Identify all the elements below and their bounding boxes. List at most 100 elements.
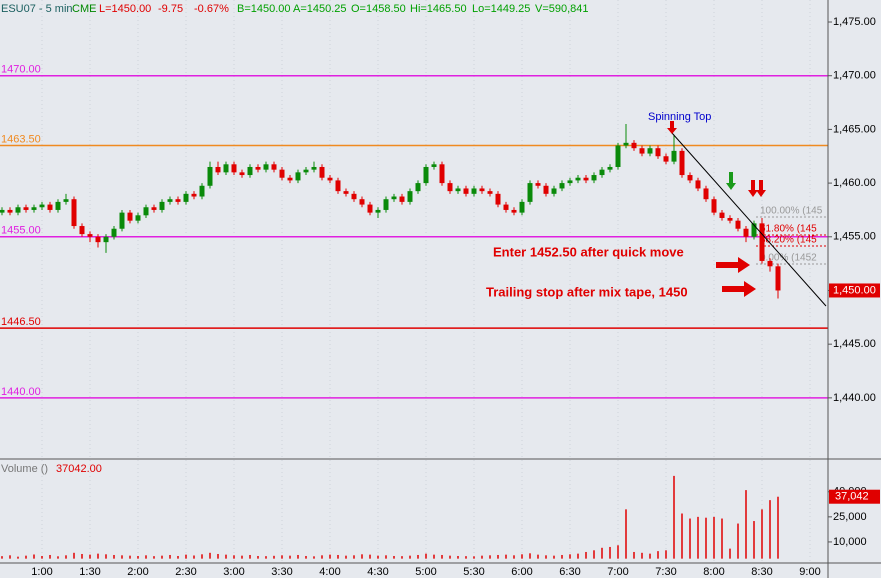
candle-body	[423, 166, 429, 184]
candle-body	[687, 175, 693, 181]
candle-body	[775, 266, 781, 291]
x-tick-label: 6:30	[559, 566, 580, 578]
candle-body	[439, 164, 445, 184]
candle-body	[375, 209, 381, 213]
arrow	[726, 172, 736, 190]
candle-body	[79, 226, 85, 235]
candle-body	[239, 172, 245, 176]
candle-body	[671, 150, 677, 162]
y-tick-label: 1,470.00	[833, 70, 876, 82]
candle-body	[415, 183, 421, 192]
fib-label: 38.20% (145	[760, 235, 817, 246]
candle-body	[23, 207, 29, 210]
candle-body	[447, 183, 453, 192]
candle-body	[111, 228, 117, 237]
y-tick-label: 1,455.00	[833, 231, 876, 243]
candle-body	[175, 199, 181, 202]
last: L=1450.00	[99, 3, 151, 15]
candle-body	[559, 183, 565, 189]
candle-body	[695, 180, 701, 189]
candle-body	[527, 183, 533, 202]
candle-body	[711, 199, 717, 213]
x-tick-label: 1:00	[31, 566, 52, 578]
candle-body	[279, 169, 285, 178]
candle-body	[167, 199, 173, 202]
candle-body	[215, 166, 221, 173]
arrow	[716, 257, 750, 273]
candle-body	[87, 234, 93, 237]
candle-body	[399, 196, 405, 202]
y-tick-label: 1,460.00	[833, 177, 876, 189]
candle-body	[207, 166, 213, 186]
candle-body	[191, 193, 197, 197]
candle-body	[495, 193, 501, 205]
candle-body	[631, 142, 637, 149]
candle-body	[47, 204, 53, 210]
candle-body	[607, 166, 613, 170]
candle-body	[463, 188, 469, 194]
last-volume-label: 37,042	[835, 491, 869, 503]
candle-body	[311, 166, 317, 170]
candle-body	[119, 212, 125, 229]
pct-change: -0.67%	[194, 3, 229, 15]
candle-body	[719, 212, 725, 218]
candle-body	[143, 207, 149, 216]
candle-body	[591, 175, 597, 181]
fib-label: 100.00% (145	[760, 206, 823, 217]
candle-body	[647, 148, 653, 154]
candle-body	[623, 142, 629, 146]
x-tick-label: 2:00	[127, 566, 148, 578]
ask: A=1450.25	[293, 3, 347, 15]
candle-body	[455, 188, 461, 192]
last-volume-box	[829, 489, 880, 504]
candle-body	[151, 207, 157, 210]
x-tick-label: 3:30	[271, 566, 292, 578]
candle-body	[567, 180, 573, 184]
candle-body	[199, 185, 205, 197]
x-tick-label: 5:00	[415, 566, 436, 578]
candle-body	[543, 185, 549, 194]
candle-body	[95, 236, 101, 243]
candle-body	[127, 212, 133, 221]
y-tick-label: 1,475.00	[833, 16, 876, 28]
candle-body	[159, 201, 165, 210]
level-label: 1446.50	[1, 316, 41, 328]
arrow	[756, 180, 766, 197]
candle-body	[63, 199, 69, 202]
bid: B=1450.00	[237, 3, 291, 15]
candle-body	[759, 223, 765, 261]
candle-body	[183, 193, 189, 202]
candle-body	[359, 199, 365, 205]
fib-label: 0.00% (1452	[760, 253, 817, 264]
candle-body	[639, 148, 645, 154]
candle-body	[663, 156, 669, 162]
candle-body	[287, 177, 293, 181]
candle-body	[503, 204, 509, 210]
y-tick-label: 10,000	[833, 536, 867, 548]
x-tick-label: 5:30	[463, 566, 484, 578]
candle-body	[255, 166, 261, 170]
candle-body	[511, 209, 517, 213]
candle-body	[735, 220, 741, 229]
high: Hi=1465.50	[410, 3, 467, 15]
candle-body	[7, 209, 13, 213]
arrow	[722, 281, 756, 297]
candle-body	[487, 191, 493, 194]
candle-body	[343, 191, 349, 194]
candle-body	[751, 223, 757, 237]
candle-body	[551, 188, 557, 194]
candle-body	[303, 169, 309, 173]
candle-body	[743, 228, 749, 237]
candle-body	[391, 196, 397, 200]
last-price-label: 1,450.00	[833, 284, 876, 296]
x-tick-label: 4:00	[319, 566, 340, 578]
level-label: 1470.00	[1, 64, 41, 76]
x-tick-label: 1:30	[79, 566, 100, 578]
y-tick-label: 1,465.00	[833, 123, 876, 135]
candle-body	[263, 164, 269, 170]
x-tick-label: 8:00	[703, 566, 724, 578]
x-tick-label: 9:00	[799, 566, 820, 578]
annotation: Spinning Top	[648, 111, 711, 123]
